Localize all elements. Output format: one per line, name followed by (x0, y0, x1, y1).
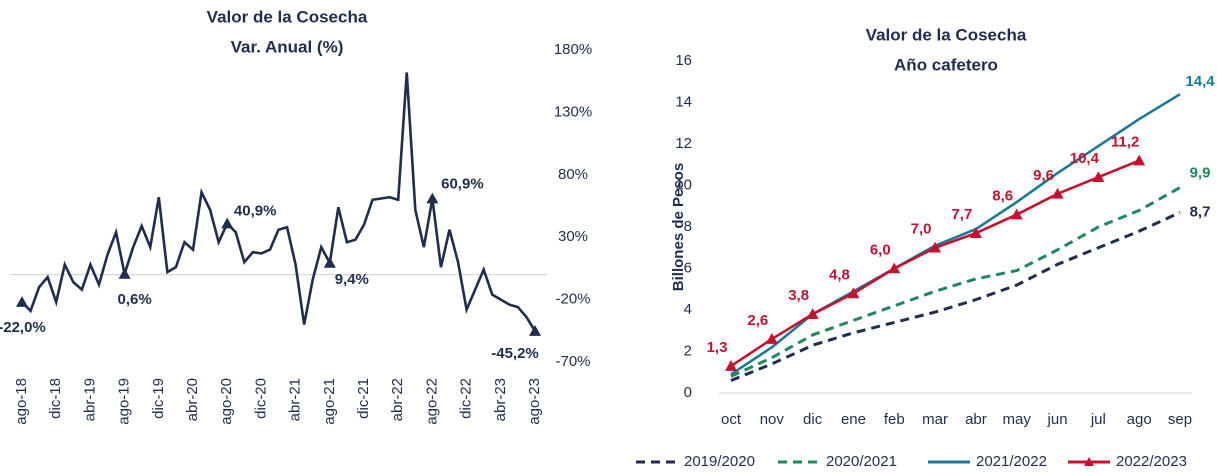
data-label: -22,0% (0, 319, 46, 336)
point-marker (847, 287, 860, 299)
y-tick-label: 16 (675, 52, 692, 69)
data-label: 7,7 (951, 206, 972, 223)
data-label: 3,8 (788, 287, 809, 304)
data-label: 8,7 (1190, 203, 1211, 220)
data-label: 8,6 (992, 188, 1013, 205)
x-tick-label: dic-18 (47, 378, 64, 419)
y-tick-label: -70% (555, 353, 590, 370)
data-label: -45,2% (491, 345, 539, 362)
y-tick-label: 8 (684, 218, 692, 235)
y-tick-label: 80% (558, 166, 588, 183)
x-tick-label: abr-22 (389, 378, 406, 421)
x-tick-label: ago-22 (423, 378, 440, 425)
series-line (730, 211, 1181, 382)
point-marker (1133, 154, 1146, 166)
y-tick-label: 130% (554, 103, 592, 120)
y-tick-label: -20% (555, 291, 590, 308)
y-axis-label: Billones de Pesos (670, 163, 687, 291)
x-tick-label: abr-23 (492, 378, 509, 421)
data-label: 4,8 (829, 266, 850, 283)
x-tick-label: jun (1047, 411, 1068, 428)
x-tick-label: abr-21 (287, 378, 304, 421)
point-marker (888, 262, 901, 274)
point-marker (806, 308, 819, 319)
y-tick-label: 30% (558, 228, 588, 245)
x-tick-label: dic-20 (252, 378, 269, 419)
point-marker (765, 333, 778, 344)
data-label: 11,2 (1111, 134, 1139, 151)
y-tick-label: 4 (684, 301, 692, 318)
x-tick-label: nov (760, 411, 785, 428)
point-marker (529, 325, 541, 336)
point-marker (969, 227, 982, 239)
x-tick-label: dic-21 (355, 378, 372, 419)
point-marker (16, 296, 28, 307)
series-line (730, 186, 1181, 378)
point-marker (725, 360, 737, 371)
y-tick-label: 10 (675, 176, 692, 193)
x-tick-label: abr (965, 411, 987, 428)
data-label: 60,9% (441, 176, 484, 193)
x-tick-label: ago (1127, 411, 1152, 428)
data-label: 1,3 (707, 339, 728, 356)
x-tick-label: ago-21 (321, 378, 338, 425)
point-marker (1051, 187, 1064, 199)
data-label: 9,6 (1033, 167, 1054, 184)
data-label: 7,0 (911, 221, 932, 238)
x-tick-label: jul (1090, 411, 1106, 428)
x-tick-label: dic (803, 411, 823, 428)
series-line (730, 159, 1140, 368)
x-tick-label: ago-18 (13, 378, 30, 425)
chart-title: Valor de la Cosecha (207, 7, 368, 26)
legend-label: 2020/2021 (826, 453, 897, 470)
data-label: 2,6 (747, 312, 768, 329)
data-label: 6,0 (870, 241, 891, 258)
x-tick-label: sep (1168, 411, 1192, 428)
point-marker (221, 217, 234, 229)
y-tick-label: 0 (684, 384, 692, 401)
data-label: 40,9% (234, 203, 277, 220)
x-tick-label: ago-19 (116, 378, 133, 425)
x-tick-label: dic-19 (150, 378, 167, 419)
chart-subtitle: Var. Anual (%) (231, 37, 344, 56)
x-tick-label: abr-19 (81, 378, 98, 421)
y-tick-label: 180% (554, 41, 592, 58)
chart-title: Valor de la Cosecha (866, 25, 1027, 44)
x-tick-label: ago-23 (526, 378, 543, 425)
x-tick-label: mar (922, 411, 948, 428)
y-tick-label: 14 (675, 93, 692, 110)
x-tick-label: oct (721, 411, 742, 428)
point-marker (1092, 171, 1105, 182)
y-tick-label: 2 (684, 342, 692, 359)
y-tick-label: 6 (684, 259, 692, 276)
y-tick-label: 12 (675, 135, 692, 152)
legend-label: 2022/2023 (1116, 453, 1187, 470)
x-tick-label: abr-20 (184, 378, 201, 421)
point-marker (1010, 208, 1023, 220)
chart-subtitle: Año cafetero (894, 55, 998, 74)
data-label: 10,4 (1070, 150, 1100, 167)
data-label: 9,4% (335, 271, 369, 288)
point-marker (426, 192, 439, 204)
data-label: 9,9 (1190, 165, 1211, 182)
x-tick-label: may (1003, 411, 1032, 428)
point-marker (323, 256, 336, 268)
legend-marker (1084, 457, 1094, 466)
x-tick-label: ene (841, 411, 866, 428)
x-tick-label: feb (884, 411, 905, 428)
point-marker (929, 241, 942, 253)
point-marker (118, 267, 131, 279)
series-line (21, 72, 537, 332)
data-label: 0,6% (117, 291, 151, 308)
data-label: 14,4 (1185, 73, 1215, 90)
x-tick-label: dic-22 (458, 378, 475, 419)
legend-label: 2019/2020 (684, 453, 755, 470)
legend-label: 2021/2022 (976, 453, 1047, 470)
x-tick-label: ago-20 (218, 378, 235, 425)
